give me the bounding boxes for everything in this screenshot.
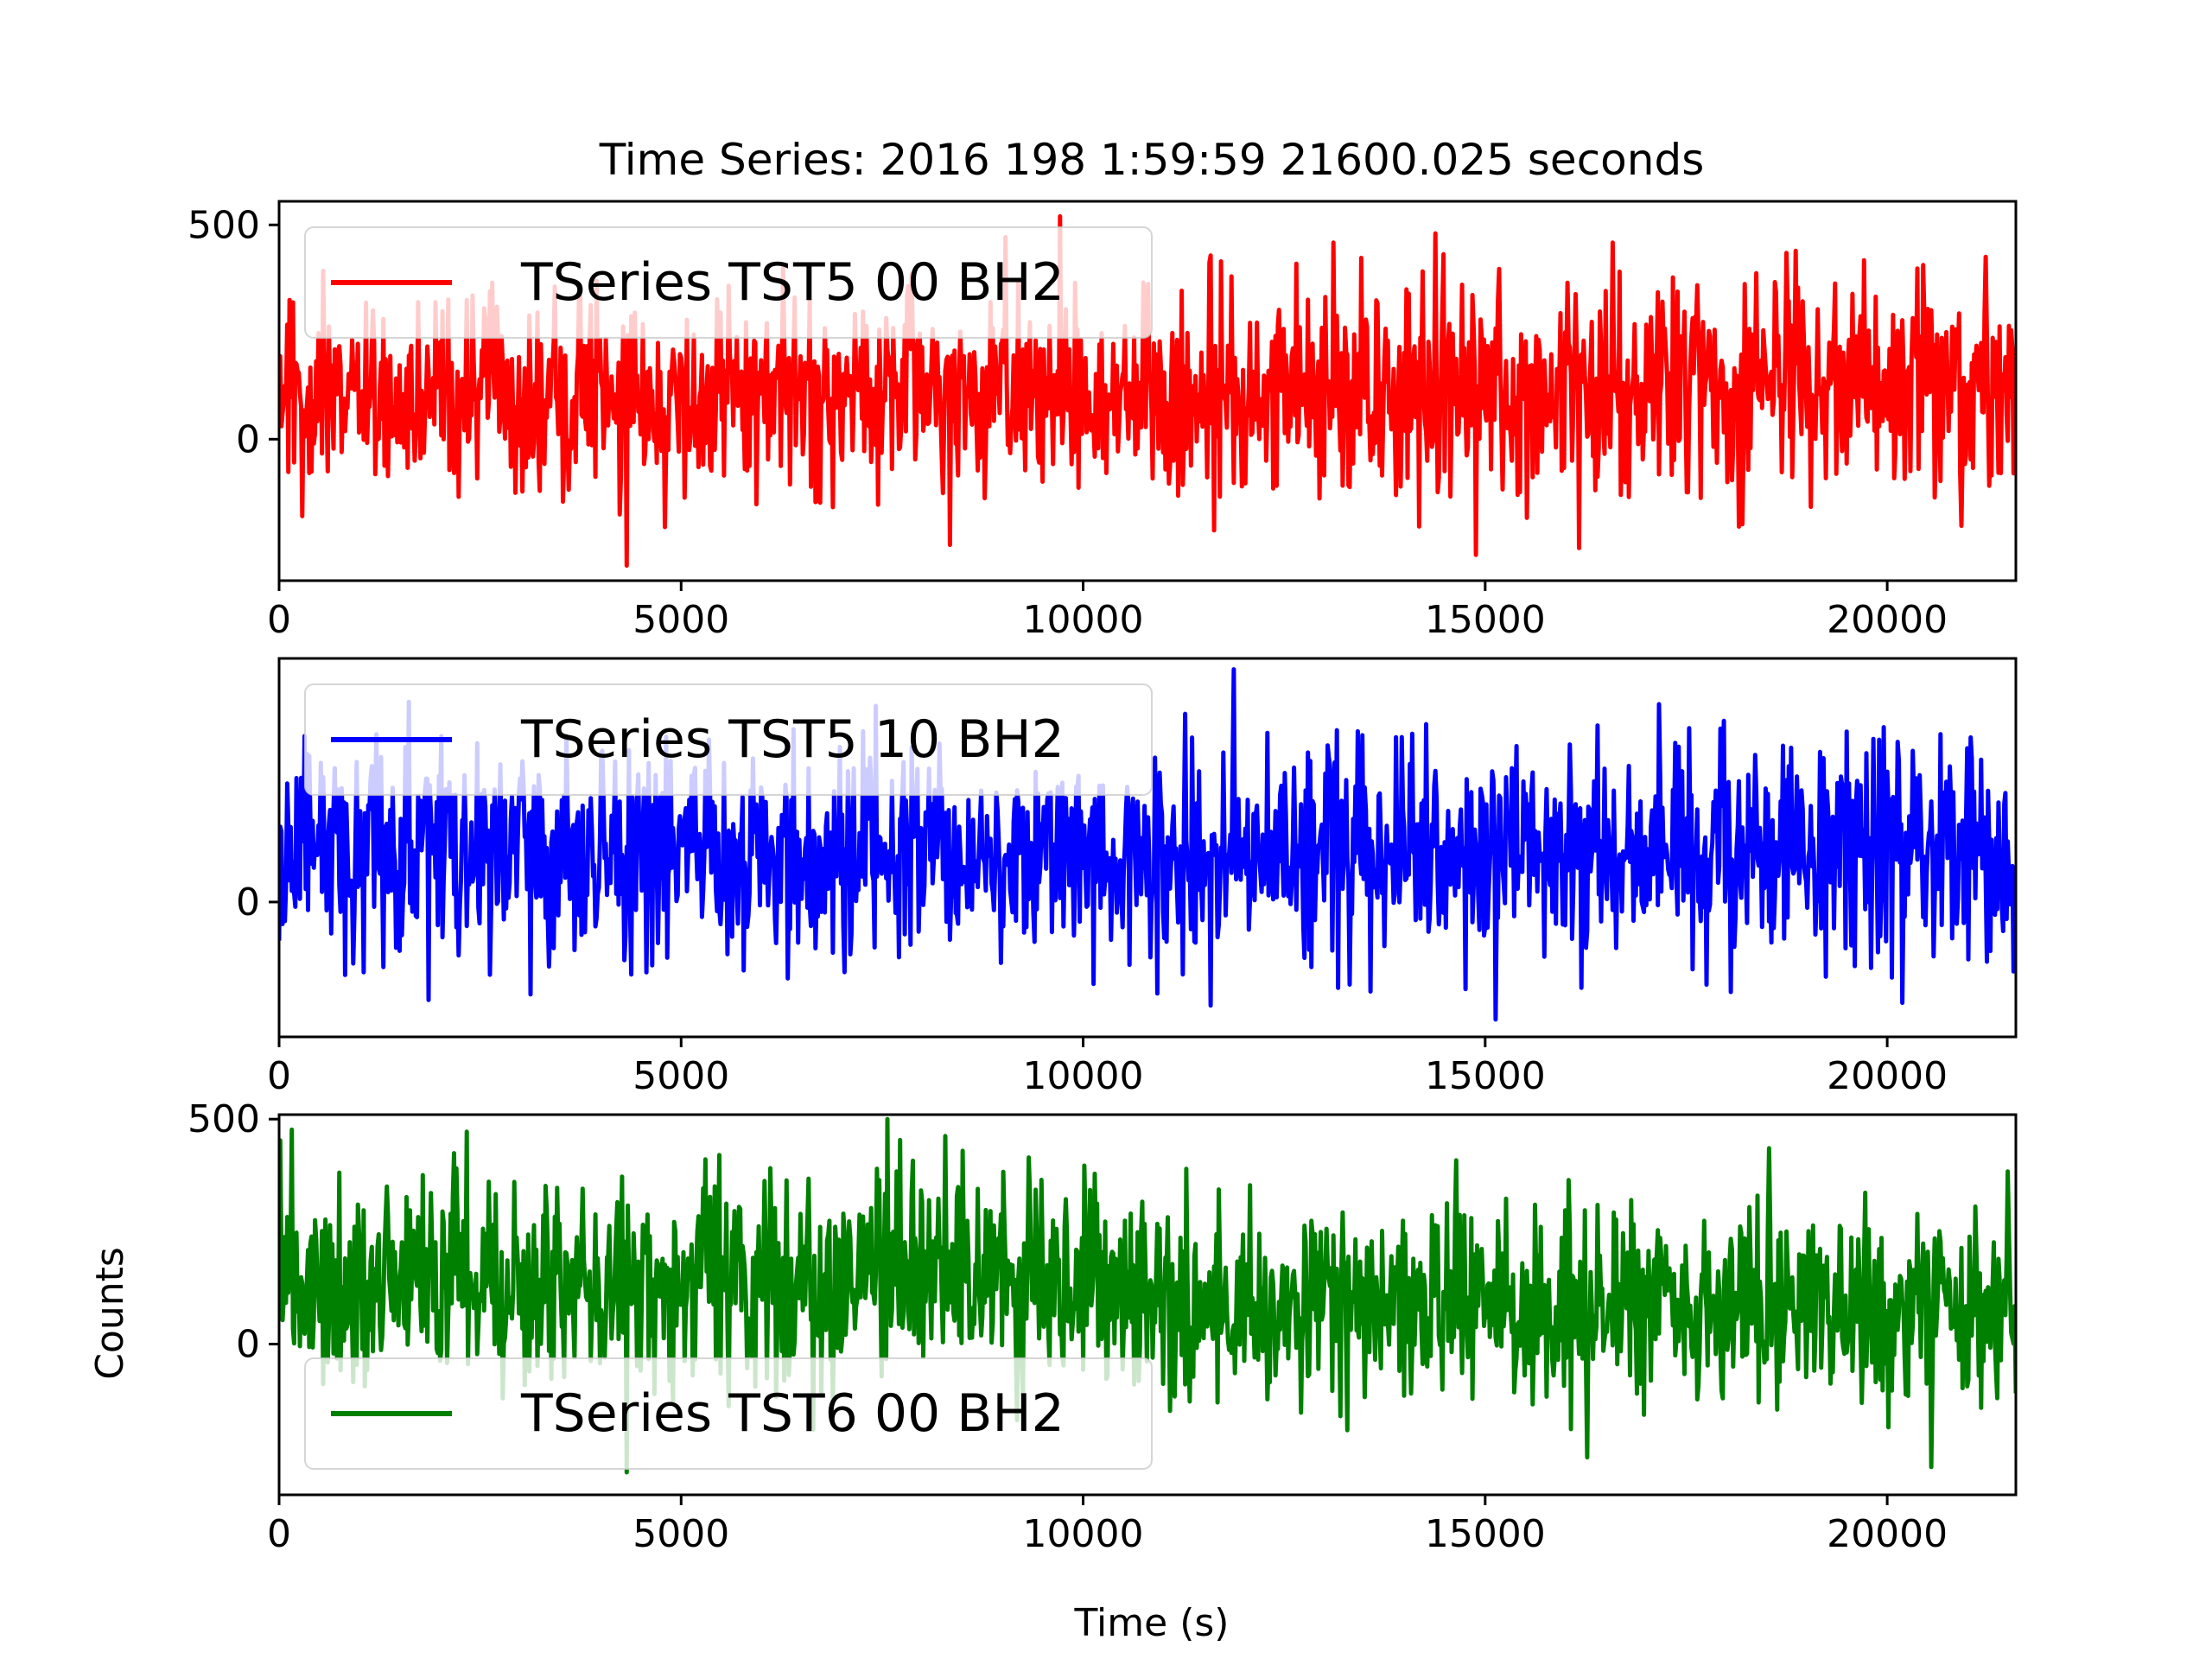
x-tick-label: 5000 xyxy=(632,1512,729,1556)
legend-label: TSeries TST6 00 BH2 xyxy=(520,1383,1065,1444)
axes-frame-1 xyxy=(277,200,2018,582)
y-tick-label: 0 xyxy=(236,417,260,461)
panel-3: 0 5000 10000 15000 20000 0 500 TSeries TST6 00 … xyxy=(188,1097,2018,1556)
legend-3: TSeries TST6 00 BH2 xyxy=(304,1357,1153,1470)
y-tick-label: 0 xyxy=(236,1323,260,1367)
x-tick-label: 5000 xyxy=(632,598,729,642)
series-line-2 xyxy=(279,667,2016,1022)
x-tick-label: 20000 xyxy=(1827,1512,1948,1556)
legend-label: TSeries TST5 10 BH2 xyxy=(520,709,1065,770)
legend-box xyxy=(304,683,1153,796)
x-tick-label: 0 xyxy=(267,598,291,642)
legend-2: TSeries TST5 10 BH2 xyxy=(304,683,1153,796)
x-axis-label: Time (s) xyxy=(1074,1601,1230,1645)
x-tick-label: 0 xyxy=(267,1512,291,1556)
x-tick-label: 15000 xyxy=(1425,598,1546,642)
x-tick-label: 0 xyxy=(267,1054,291,1098)
x-tick-label: 15000 xyxy=(1425,1512,1546,1556)
x-tick-label: 10000 xyxy=(1023,598,1144,642)
legend-label: TSeries TST5 00 BH2 xyxy=(520,252,1065,313)
x-tick-label: 15000 xyxy=(1425,1054,1546,1098)
x-tick-label: 10000 xyxy=(1023,1054,1144,1098)
legend-box xyxy=(304,226,1153,339)
panel-1: 0 5000 10000 15000 20000 0 500 TSeries TST5 00 … xyxy=(188,200,2018,642)
x-tick-label: 5000 xyxy=(632,1054,729,1098)
legend-box xyxy=(304,1357,1153,1470)
y-axis-label: Counts xyxy=(88,1247,132,1380)
y-tick-label: 0 xyxy=(236,880,260,925)
y-tick-label: 500 xyxy=(188,203,260,247)
axes-frame-3 xyxy=(277,1113,2018,1497)
y-tick-label: 500 xyxy=(188,1097,260,1141)
chart-title: Time Series: 2016 198 1:59:59 21600.025 … xyxy=(599,135,1705,185)
series-line-3 xyxy=(279,1116,2016,1475)
panel-2: 0 5000 10000 15000 20000 0 TSeries TST5 10 BH2 xyxy=(236,657,2018,1098)
x-tick-label: 20000 xyxy=(1827,598,1948,642)
legend-1: TSeries TST5 00 BH2 xyxy=(304,226,1153,339)
axes-frame-2 xyxy=(277,657,2018,1039)
x-tick-label: 10000 xyxy=(1023,1512,1144,1556)
x-tick-label: 20000 xyxy=(1827,1054,1948,1098)
